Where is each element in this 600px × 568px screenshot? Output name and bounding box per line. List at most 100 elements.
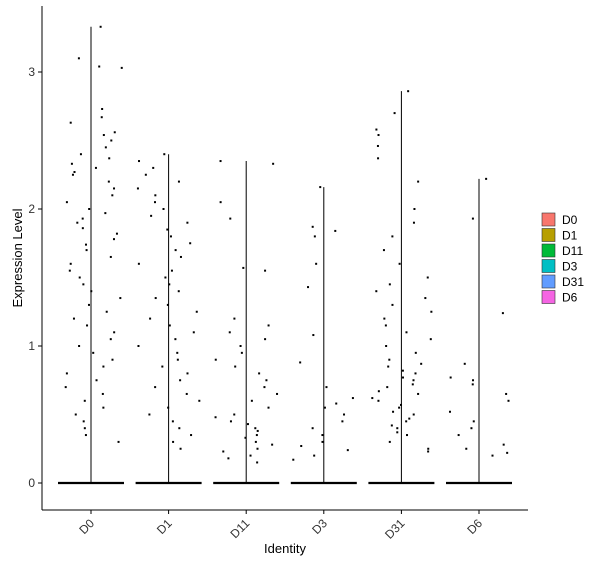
- point-D6-12: [457, 434, 460, 437]
- point-D1-22: [166, 303, 169, 306]
- point-D11-4: [242, 266, 245, 269]
- point-D1-41: [190, 434, 193, 437]
- point-D3-12: [343, 413, 346, 416]
- point-D3-16: [321, 440, 324, 443]
- point-D0-45: [111, 358, 114, 361]
- legend-swatch-D11: [541, 243, 556, 258]
- point-D0-48: [95, 379, 98, 382]
- point-D31-16: [391, 303, 394, 306]
- point-D1-38: [148, 413, 151, 416]
- point-D0-39: [72, 317, 75, 320]
- point-D1-27: [174, 338, 177, 341]
- point-D31-13: [388, 283, 391, 286]
- point-D31-37: [400, 403, 403, 406]
- point-D0-15: [73, 171, 76, 174]
- point-D1-39: [171, 420, 174, 423]
- x-tick-label-D0: D0: [76, 516, 97, 537]
- point-D31-12: [426, 276, 429, 279]
- point-D1-18: [164, 276, 167, 279]
- point-D0-37: [87, 303, 90, 306]
- point-D6-11: [470, 427, 473, 430]
- point-D3-11: [323, 406, 326, 409]
- point-D11-2: [219, 201, 222, 204]
- point-D1-4: [177, 180, 180, 183]
- legend-swatch-D0: [541, 212, 556, 227]
- point-D31-18: [383, 317, 386, 320]
- point-D0-47: [65, 372, 68, 375]
- x-tick-label-D3: D3: [309, 516, 330, 537]
- point-D31-38: [398, 406, 401, 409]
- point-D1-6: [154, 194, 157, 197]
- y-tick-label-3: 3: [28, 65, 35, 79]
- point-D11-29: [271, 443, 274, 446]
- point-D0-0: [99, 25, 102, 28]
- point-D31-42: [405, 420, 408, 423]
- point-D0-53: [74, 413, 77, 416]
- point-D3-19: [313, 454, 316, 457]
- point-D0-40: [86, 324, 89, 327]
- point-D11-33: [227, 457, 230, 460]
- point-D0-18: [113, 187, 116, 190]
- point-D0-55: [83, 427, 86, 430]
- point-D6-7: [505, 392, 508, 395]
- point-D1-2: [152, 166, 155, 169]
- point-D1-17: [170, 269, 173, 272]
- point-D3-20: [292, 458, 295, 461]
- legend-label-D0: D0: [562, 213, 578, 227]
- point-D0-22: [104, 212, 107, 215]
- x-axis-title: Identity: [264, 541, 306, 556]
- point-D31-47: [388, 440, 391, 443]
- point-D0-32: [68, 269, 71, 272]
- point-D1-5: [136, 187, 139, 190]
- point-D0-5: [100, 116, 103, 119]
- point-D11-18: [250, 399, 253, 402]
- point-D0-10: [104, 146, 107, 149]
- point-D11-32: [249, 454, 252, 457]
- point-D11-7: [267, 324, 270, 327]
- point-D11-34: [256, 461, 259, 464]
- point-D31-22: [385, 345, 388, 347]
- point-D1-20: [177, 290, 180, 293]
- point-D1-42: [172, 440, 175, 443]
- point-D6-1: [471, 217, 474, 220]
- point-D1-0: [163, 153, 166, 156]
- legend-label-D3: D3: [562, 260, 578, 274]
- point-D31-14: [375, 290, 378, 293]
- point-D0-56: [84, 434, 87, 437]
- point-D1-3: [144, 173, 147, 176]
- point-D11-22: [229, 420, 232, 423]
- point-D0-23: [81, 217, 84, 220]
- point-D1-16: [137, 262, 140, 265]
- point-D0-35: [90, 290, 93, 293]
- point-D1-43: [179, 447, 182, 450]
- point-D0-14: [94, 166, 97, 169]
- y-axis-title: Expression Level: [10, 208, 25, 307]
- point-D0-11: [79, 153, 82, 156]
- point-D1-29: [176, 351, 179, 354]
- point-D3-4: [315, 262, 318, 265]
- point-D31-5: [377, 157, 380, 160]
- point-D1-11: [166, 228, 169, 231]
- point-D1-15: [179, 255, 182, 258]
- point-D11-6: [233, 317, 236, 320]
- point-D0-30: [109, 255, 112, 258]
- point-D11-5: [264, 269, 267, 272]
- point-D6-6: [471, 383, 474, 386]
- legend-label-D31: D31: [562, 275, 584, 289]
- point-D0-34: [82, 283, 85, 286]
- point-D0-50: [101, 392, 104, 395]
- point-D1-8: [162, 208, 165, 210]
- point-D0-19: [111, 194, 114, 197]
- point-D31-4: [376, 144, 379, 147]
- point-D3-7: [299, 361, 302, 364]
- point-D1-28: [137, 345, 140, 347]
- point-D3-17: [300, 445, 303, 448]
- point-D11-27: [244, 436, 247, 439]
- point-D0-57: [117, 440, 120, 443]
- point-D11-28: [254, 440, 257, 443]
- point-D0-1: [77, 57, 80, 60]
- point-D31-44: [396, 427, 399, 430]
- point-D31-19: [384, 324, 387, 327]
